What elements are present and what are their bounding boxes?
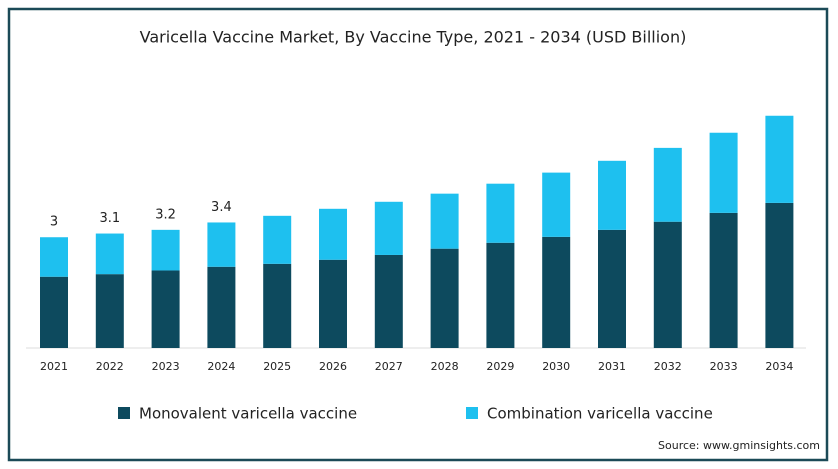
total-label: 3.1	[99, 211, 120, 226]
bar-segment	[709, 212, 738, 348]
frame	[7, 7, 829, 462]
bar-segment	[319, 259, 347, 348]
total-label: 3.4	[211, 200, 232, 215]
x-tick-label: 2033	[710, 360, 738, 373]
bar-segment	[653, 221, 682, 348]
bar-segment	[95, 233, 124, 275]
legend-swatch	[466, 407, 478, 419]
bar-segment	[151, 229, 180, 271]
bar-segment	[151, 270, 180, 348]
bar-segment	[207, 266, 236, 348]
x-tick-label: 2028	[431, 360, 459, 373]
x-tick-label: 2025	[263, 360, 291, 373]
x-tick-label: 2022	[96, 360, 124, 373]
x-tick-label: 2034	[765, 360, 793, 373]
chart-title: Varicella Vaccine Market, By Vaccine Typ…	[140, 28, 687, 47]
bar-segment	[542, 172, 571, 237]
x-tick-label: 2029	[486, 360, 514, 373]
bar-segment	[598, 160, 626, 230]
x-tick-label: 2021	[40, 360, 68, 373]
bar-segment	[40, 237, 68, 277]
bar-segment	[765, 202, 794, 348]
x-tick-label: 2030	[542, 360, 570, 373]
x-tick-label: 2024	[207, 360, 235, 373]
x-tick-label: 2023	[152, 360, 180, 373]
legend-swatch	[118, 407, 130, 419]
bar-segment	[765, 115, 794, 203]
x-tick-label: 2032	[654, 360, 682, 373]
total-label: 3.2	[155, 207, 176, 222]
bar-segment	[40, 276, 68, 348]
x-tick-label: 2027	[375, 360, 403, 373]
bar-segment	[95, 274, 124, 348]
x-tick-label: 2026	[319, 360, 347, 373]
bar-segment	[263, 215, 292, 264]
source: Source: www.gminsights.com	[658, 439, 820, 452]
bar-segment	[542, 236, 571, 348]
bar-segment	[598, 229, 626, 348]
legend-label: Combination varicella vaccine	[487, 405, 713, 423]
bar-segment	[486, 242, 515, 348]
bar-segment	[709, 132, 738, 213]
bar-segment	[319, 208, 347, 260]
bar-segment	[430, 193, 459, 249]
bar-segment	[263, 263, 292, 348]
bar-segment	[653, 147, 682, 222]
legend-label: Monovalent varicella vaccine	[139, 405, 357, 423]
bar-segment	[486, 183, 515, 243]
x-tick-label: 2031	[598, 360, 626, 373]
bar-segment	[374, 254, 403, 348]
total-label: 3	[50, 215, 58, 230]
bar-segment	[430, 248, 459, 348]
bar-segment	[207, 222, 236, 267]
bar-segment	[374, 201, 403, 255]
